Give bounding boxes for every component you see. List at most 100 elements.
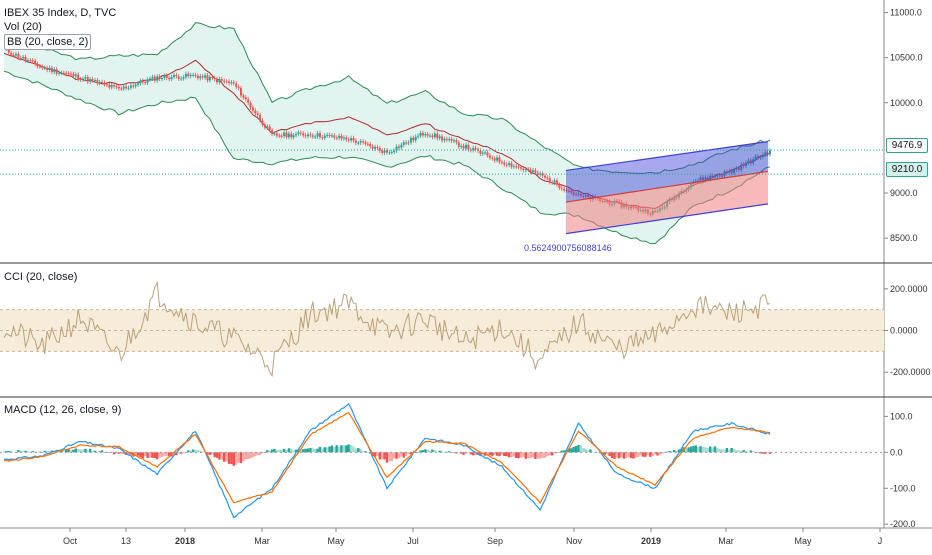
candle-body [702, 177, 704, 181]
macd-histogram-bar [637, 452, 640, 458]
candle-body [137, 83, 140, 85]
macd-histogram-bar [551, 452, 554, 456]
macd-histogram-bar [462, 452, 465, 455]
price-tick-label: 10500.0 [890, 53, 923, 63]
macd-histogram-bar [249, 452, 252, 459]
candle-body [132, 85, 135, 87]
price-pane[interactable] [0, 22, 884, 245]
candle-body [225, 81, 228, 83]
macd-histogram-bar [239, 452, 243, 464]
macd-histogram-bar [179, 452, 183, 454]
candle-body [77, 74, 80, 80]
candle-body [311, 135, 314, 137]
macd-histogram-bar [589, 449, 592, 453]
macd-histogram-bar [311, 448, 314, 453]
candle-body [333, 135, 336, 138]
bollinger-upper-line [3, 22, 771, 174]
macd-histogram-bar [373, 452, 377, 457]
legend-volume[interactable]: Vol (20) [4, 21, 42, 33]
macd-pane[interactable] [0, 402, 884, 519]
macd-histogram-bar [651, 452, 654, 457]
candle-body [62, 72, 65, 74]
candle-body [36, 64, 39, 67]
macd-histogram-bar [69, 450, 73, 453]
macd-histogram-bar [151, 452, 154, 458]
macd-histogram-bar [416, 452, 420, 453]
candle-body [496, 157, 499, 161]
candle-body [565, 190, 568, 192]
candle-body [544, 175, 546, 178]
candle-body [515, 166, 518, 168]
macd-histogram-bar [318, 446, 322, 453]
candle-body [187, 73, 190, 77]
macd-histogram-bar [41, 452, 44, 453]
candle-body [10, 52, 13, 55]
macd-histogram-bar [747, 452, 750, 453]
macd-histogram-bar [378, 452, 381, 460]
candle-body [295, 134, 297, 136]
candle-body [393, 150, 396, 152]
time-tick-label: Sep [487, 536, 503, 546]
macd-histogram-bar [381, 452, 384, 460]
time-tick-label: Mar [254, 536, 270, 546]
legend-cci-label[interactable]: CCI (20, close) [4, 271, 78, 283]
macd-histogram-bar [567, 448, 571, 453]
macd-histogram-bar [43, 450, 46, 453]
candle-body [105, 84, 108, 86]
candle-body [335, 137, 338, 139]
macd-histogram-bar [697, 447, 700, 453]
macd-histogram-bar [507, 452, 511, 458]
candle-body [347, 139, 350, 141]
candle-body [206, 75, 209, 81]
macd-histogram-bar [371, 452, 374, 457]
macd-histogram-bar [692, 445, 695, 453]
candle-body [184, 73, 187, 78]
time-tick-label: 2018 [175, 536, 195, 546]
candle-body [38, 66, 41, 68]
legend-macd-label[interactable]: MACD (12, 26, close, 9) [4, 404, 122, 416]
candle-body [460, 145, 463, 147]
candle-body [512, 166, 515, 168]
candle-body [74, 74, 77, 77]
macd-histogram-bar [342, 445, 346, 453]
macd-histogram-bar [328, 446, 331, 453]
macd-histogram-bar [759, 452, 762, 454]
channel-upper-fill [566, 141, 768, 203]
candle-body [345, 137, 348, 140]
candle-body [122, 86, 125, 89]
candle-body [34, 60, 37, 65]
macd-histogram-bar [606, 452, 609, 455]
macd-histogram-bar [486, 452, 489, 455]
cci-pane[interactable] [0, 280, 884, 378]
macd-histogram-bar [98, 451, 101, 453]
legend-cci: CCI (20, close) [4, 270, 77, 284]
macd-histogram-bar [718, 448, 721, 453]
candle-body [86, 77, 89, 82]
candle-body [412, 137, 415, 141]
candle-body [263, 124, 266, 128]
candle-body [441, 136, 444, 141]
candle-body [433, 133, 436, 138]
candle-body [208, 77, 211, 81]
candle-body [58, 72, 61, 74]
macd-histogram-bar [603, 452, 606, 455]
macd-histogram-bar [103, 452, 106, 453]
macd-histogram-bar [649, 452, 652, 457]
macd-histogram-bar [211, 452, 214, 455]
cci-line [3, 280, 771, 378]
macd-histogram-bar [577, 444, 580, 453]
time-tick-label: Oct [63, 536, 78, 546]
macd-histogram-bar [452, 452, 456, 453]
candle-body [285, 132, 288, 138]
candle-body [558, 184, 561, 188]
macd-histogram-bar [278, 449, 281, 453]
candle-body [493, 158, 496, 161]
macd-histogram-bar [345, 445, 348, 453]
macd-histogram-bar [201, 451, 204, 453]
legend-bollinger[interactable]: BB (20, close, 2) [4, 34, 92, 50]
candle-body [247, 99, 250, 103]
macd-histogram-bar [658, 452, 662, 455]
macd-histogram-bar [112, 452, 116, 455]
macd-histogram-bar [86, 450, 89, 453]
